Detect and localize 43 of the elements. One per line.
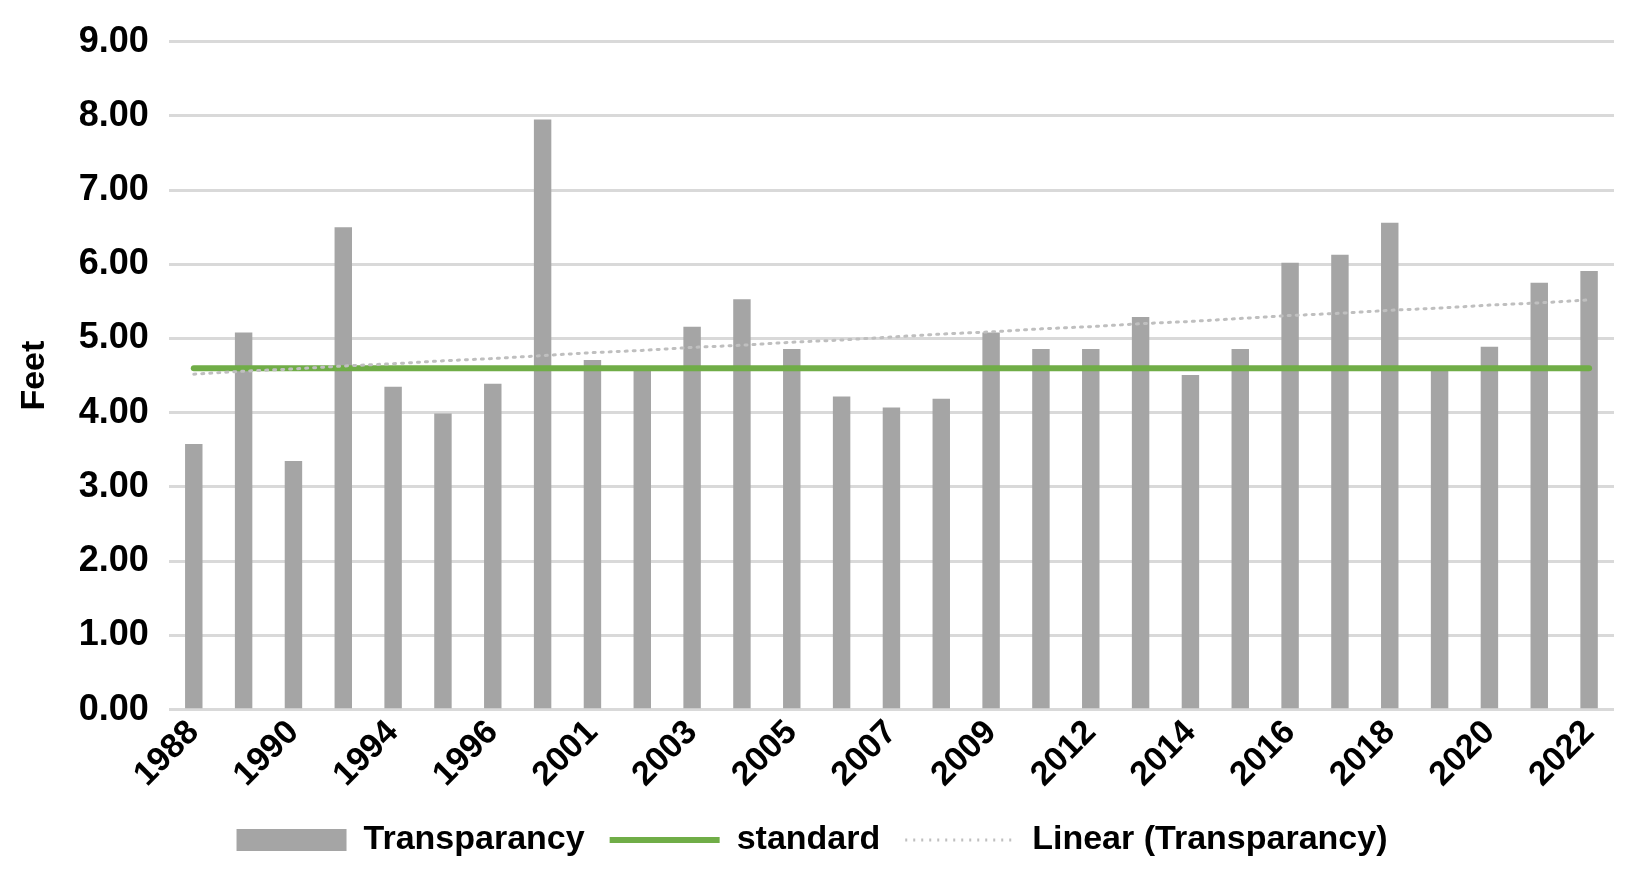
bar — [633, 368, 651, 709]
bar — [783, 348, 801, 709]
y-axis-title: Feet — [12, 340, 51, 411]
bar — [982, 332, 1000, 709]
bar — [1082, 348, 1100, 709]
bar — [1430, 368, 1449, 709]
bar — [932, 398, 950, 709]
bar — [1381, 222, 1399, 709]
bar — [1181, 374, 1200, 709]
bar — [1231, 348, 1249, 709]
bar — [185, 443, 203, 709]
bar — [733, 299, 751, 709]
bar — [484, 383, 502, 709]
bar — [1580, 270, 1598, 709]
legend-label: Linear (Transparancy) — [1032, 818, 1388, 857]
y-tick-label: 6.00 — [78, 241, 149, 283]
bar — [434, 413, 452, 709]
y-tick-label: 3.00 — [78, 463, 149, 505]
y-tick-label: 8.00 — [78, 92, 149, 134]
y-tick-label: 0.00 — [78, 686, 149, 728]
bar — [882, 407, 901, 709]
bar — [533, 119, 552, 709]
bar — [583, 360, 602, 709]
bar — [683, 326, 701, 709]
bar — [384, 386, 402, 709]
bar — [832, 396, 851, 709]
y-tick-label: 4.00 — [78, 389, 149, 431]
legend-label: standard — [736, 818, 881, 857]
bar — [1480, 346, 1499, 709]
y-tick-label: 7.00 — [78, 166, 149, 208]
y-tick-label: 1.00 — [78, 612, 149, 654]
legend-label: Transparancy — [363, 818, 585, 857]
bar — [234, 332, 253, 709]
y-tick-label: 9.00 — [78, 18, 149, 60]
y-tick-label: 5.00 — [78, 315, 149, 357]
bar — [334, 227, 352, 709]
bar — [284, 461, 303, 709]
bar — [1530, 282, 1548, 709]
bar — [1281, 262, 1299, 709]
y-tick-label: 2.00 — [78, 538, 149, 580]
bar — [1331, 254, 1349, 709]
bar — [1131, 316, 1150, 709]
bar — [1032, 348, 1050, 709]
